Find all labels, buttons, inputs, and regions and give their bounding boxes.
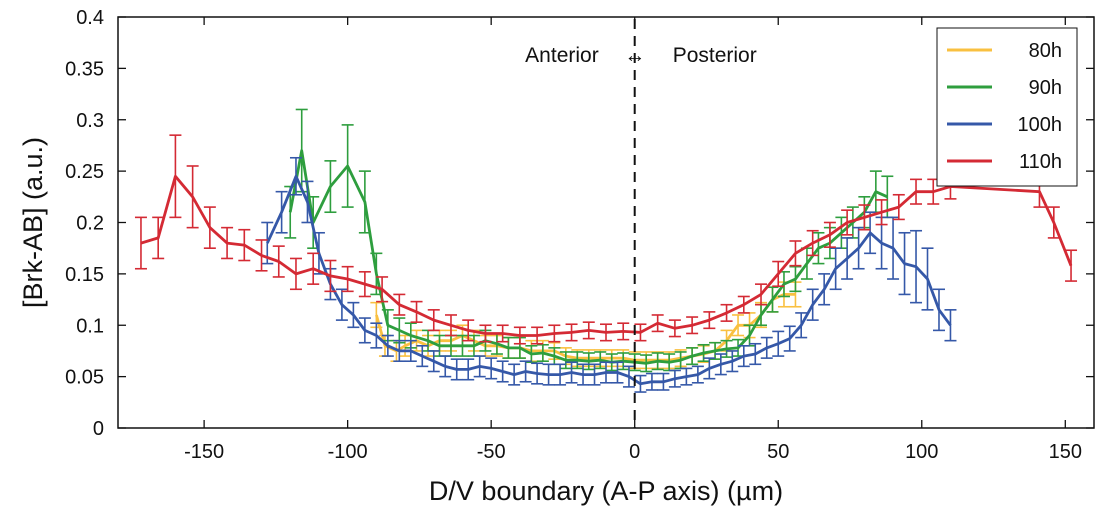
y-tick-label: 0.25 — [65, 161, 104, 183]
x-tick-label: -100 — [328, 441, 368, 463]
legend-label: 80h — [1029, 40, 1062, 62]
legend-label: 110h — [1019, 151, 1062, 173]
tick-marks — [118, 16, 1094, 429]
series-line-110h — [140, 174, 1073, 337]
x-tick-label: 0 — [629, 441, 640, 463]
y-tick-label: 0.15 — [65, 264, 104, 286]
y-tick-label: 0.05 — [65, 367, 104, 389]
series-line-90h — [288, 149, 888, 365]
plot-area — [134, 108, 1078, 393]
series-100h — [261, 156, 957, 393]
series-90h — [284, 108, 894, 373]
x-axis-title: D/V boundary (A-P axis) (µm) — [429, 476, 783, 506]
y-tick-label: 0.3 — [76, 110, 104, 132]
y-tick-label: 0.1 — [76, 315, 104, 337]
x-tick-label: -50 — [477, 441, 506, 463]
y-tick-label: 0.2 — [76, 213, 104, 235]
series-line-100h — [266, 174, 952, 386]
x-tick-label: -150 — [184, 441, 224, 463]
double-arrow-icon: ↔ — [624, 44, 645, 67]
posterior-label: Posterior — [673, 44, 757, 67]
y-tick-label: 0.4 — [76, 7, 104, 29]
series-line-80h — [375, 292, 796, 362]
anterior-posterior-annotation: Anterior ↔ Posterior — [525, 44, 757, 67]
y-tick-label: 0 — [93, 418, 104, 440]
tick-labels: -150 -100 -50 0 50 100 150 0 0.05 0.1 0.15 0.2 0.25 0… — [65, 7, 1082, 463]
x-tick-label: 100 — [905, 441, 938, 463]
x-tick-label: 50 — [767, 441, 789, 463]
x-tick-label: 150 — [1049, 441, 1082, 463]
series-110h — [134, 134, 1078, 345]
legend: 80h 90h 100h 110h — [936, 27, 1078, 187]
y-tick-label: 0.35 — [65, 58, 104, 80]
legend-label: 90h — [1029, 77, 1062, 99]
anterior-label: Anterior — [525, 44, 599, 67]
y-axis-title: [Brk-AB] (a.u.) — [18, 137, 48, 308]
legend-label: 100h — [1018, 114, 1063, 136]
